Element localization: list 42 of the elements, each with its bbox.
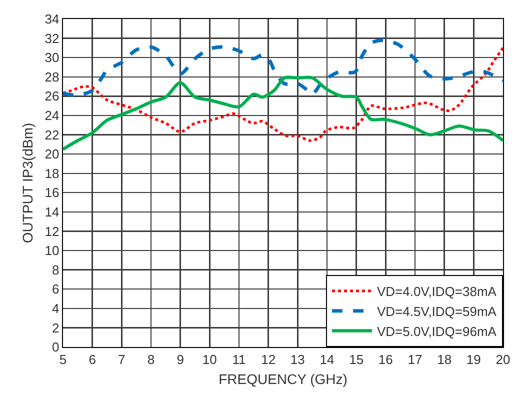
x-tick-label: 16 bbox=[378, 352, 393, 367]
x-tick-label: 6 bbox=[88, 352, 96, 367]
y-tick-label: 20 bbox=[44, 146, 60, 162]
x-tick-label: 14 bbox=[320, 352, 334, 367]
x-tick-label: 10 bbox=[202, 352, 217, 367]
x-tick-label: 7 bbox=[118, 352, 126, 367]
y-tick-label: 30 bbox=[44, 50, 60, 66]
y-tick-label: 8 bbox=[52, 262, 60, 278]
y-tick-label: 26 bbox=[44, 88, 60, 104]
line-series bbox=[63, 38, 503, 97]
line-series bbox=[63, 76, 503, 151]
y-tick-label: 22 bbox=[44, 127, 60, 142]
legend-label: VD=4.0V,IDQ=38mA bbox=[377, 284, 497, 300]
x-tick-label: 19 bbox=[466, 352, 481, 367]
x-tick-label: 11 bbox=[232, 352, 246, 367]
x-tick-label: 5 bbox=[59, 352, 67, 367]
x-tick-label: 17 bbox=[408, 352, 422, 367]
x-tick-label: 15 bbox=[349, 352, 364, 367]
x-tick-label: 8 bbox=[147, 352, 155, 367]
y-tick-label: 12 bbox=[44, 224, 60, 239]
y-tick-label: 10 bbox=[44, 243, 60, 258]
y-tick-label: 34 bbox=[44, 12, 60, 27]
y-tick-label: 14 bbox=[44, 204, 60, 220]
y-axis-title: OUTPUT IP3(dBm) bbox=[19, 122, 36, 244]
line-series bbox=[63, 46, 503, 142]
y-tick-label: 16 bbox=[44, 185, 60, 200]
y-tick-label: 4 bbox=[52, 300, 60, 316]
legend-label: VD=4.5V,IDQ=59mA bbox=[377, 304, 497, 319]
legend-label: VD=5.0V,IDQ=96mA bbox=[377, 324, 497, 339]
x-tick-label: 20 bbox=[496, 352, 510, 367]
y-tick-label: 28 bbox=[44, 69, 60, 84]
x-tick-label: 12 bbox=[261, 352, 276, 367]
y-tick-label: 24 bbox=[44, 108, 60, 124]
x-tick-label: 9 bbox=[176, 352, 184, 367]
x-axis-title: FREQUENCY (GHz) bbox=[218, 371, 348, 387]
y-tick-label: 2 bbox=[52, 320, 60, 336]
y-tick-label: 6 bbox=[52, 282, 60, 297]
y-tick-label: 18 bbox=[44, 166, 60, 181]
y-tick-label: 32 bbox=[44, 30, 60, 46]
x-tick-label: 13 bbox=[290, 352, 305, 367]
x-tick-label: 18 bbox=[437, 352, 452, 367]
y-tick-label: 0 bbox=[52, 340, 60, 355]
